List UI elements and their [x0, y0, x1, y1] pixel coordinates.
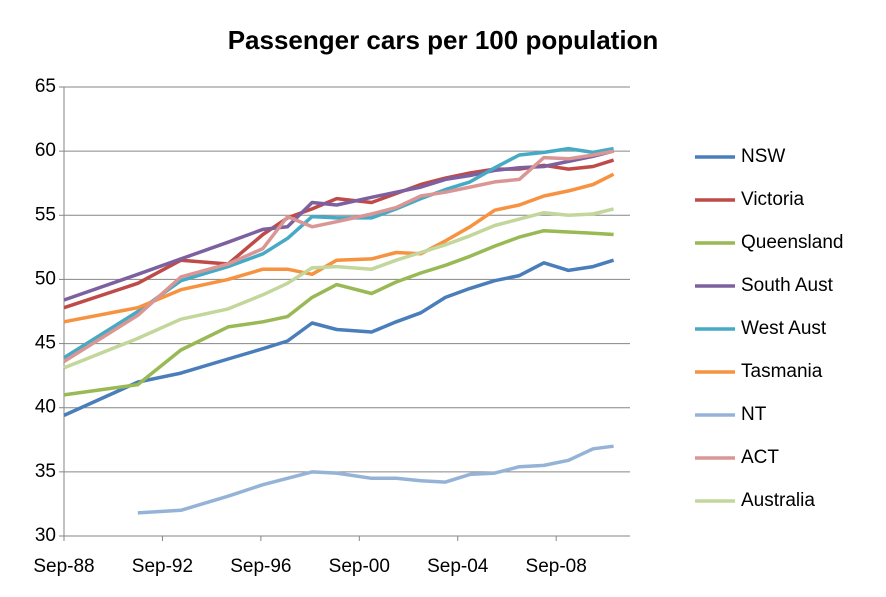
- y-tick-label: 35: [35, 461, 56, 482]
- series-line: [63, 149, 614, 363]
- y-tick-label: 55: [35, 204, 56, 225]
- x-tick-label: Sep-00: [329, 556, 390, 577]
- y-tick-label: 40: [35, 397, 56, 418]
- legend-label: ACT: [741, 447, 779, 468]
- series-line: [137, 444, 614, 515]
- y-tick-label: 45: [35, 333, 56, 354]
- x-tick-label: Sep-88: [33, 556, 94, 577]
- series-line: [63, 228, 614, 397]
- legend-label: Australia: [741, 490, 815, 511]
- x-tick-label: Sep-04: [427, 556, 489, 577]
- legend-label: NT: [741, 404, 767, 425]
- legend-label: NSW: [741, 146, 785, 167]
- series-line: [63, 258, 615, 417]
- x-tick-label: Sep-96: [230, 556, 291, 577]
- legend-label: Queensland: [741, 232, 843, 253]
- y-tick-label: 65: [35, 76, 56, 97]
- legend-label: South Aust: [741, 275, 834, 296]
- legend-label: Victoria: [741, 189, 804, 210]
- legend-label: West Aust: [741, 318, 827, 339]
- y-tick-label: 60: [35, 140, 56, 161]
- chart-title: Passenger cars per 100 population: [228, 25, 659, 55]
- series-line: [63, 149, 615, 302]
- legend-label: Tasmania: [741, 361, 823, 382]
- x-tick-label: Sep-08: [526, 556, 587, 577]
- x-tick-label: Sep-92: [132, 556, 193, 577]
- y-tick-label: 30: [35, 525, 56, 546]
- series-line: [63, 172, 615, 324]
- series-line: [63, 207, 615, 370]
- y-tick-label: 50: [35, 268, 56, 289]
